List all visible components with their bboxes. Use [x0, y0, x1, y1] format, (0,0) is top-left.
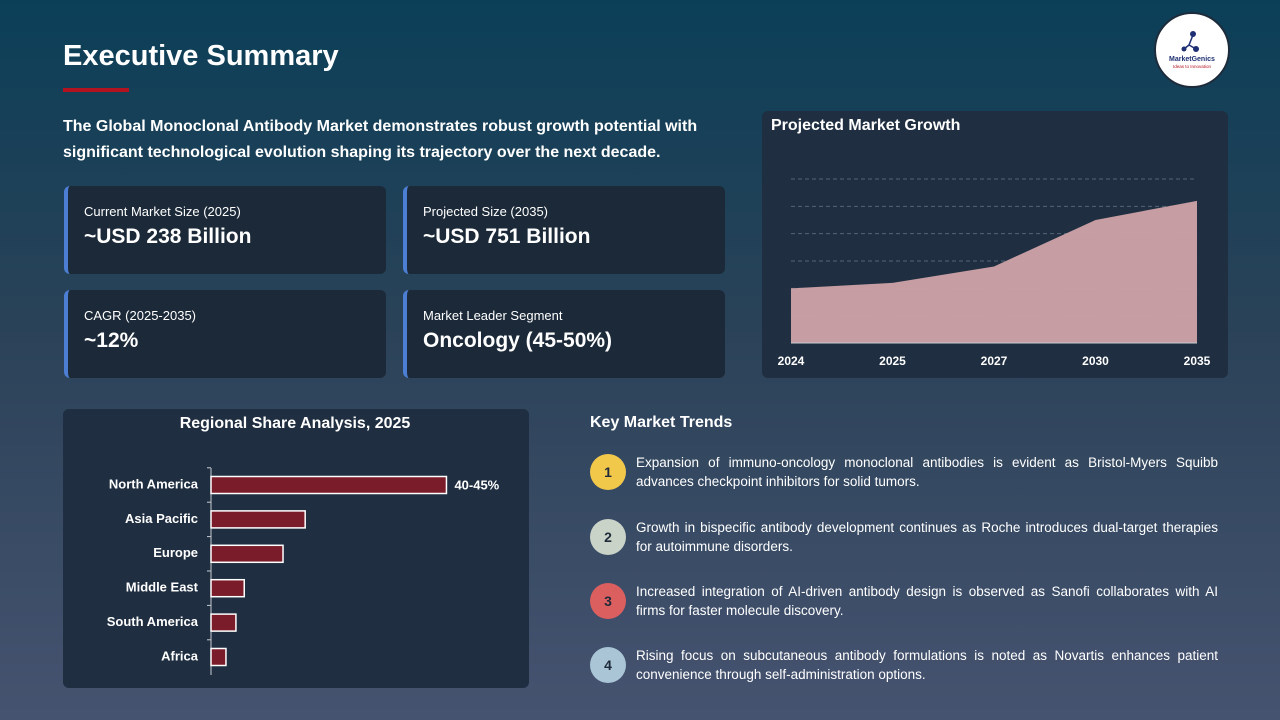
- category-label: Africa: [161, 648, 199, 663]
- x-tick-label: 2027: [981, 354, 1008, 368]
- stat-card: Current Market Size (2025) ~USD 238 Billi…: [64, 186, 386, 274]
- logo-icon: MarketGenics Ideas to Innovation: [1169, 31, 1215, 69]
- trends-title: Key Market Trends: [590, 414, 733, 431]
- logo-name: MarketGenics: [1169, 56, 1215, 63]
- trend-text: Increased integration of AI-driven antib…: [636, 584, 1218, 618]
- stat-card: Market Leader Segment Oncology (45-50%): [403, 290, 725, 378]
- value-label: 40-45%: [454, 477, 499, 492]
- bar: [210, 544, 284, 564]
- trend-item: 3 Increased integration of AI-driven anti…: [590, 582, 1220, 620]
- trend-item: 4 Rising focus on subcutaneous antibody f…: [590, 646, 1220, 684]
- area: [791, 200, 1197, 343]
- trend-number: 2: [590, 519, 626, 555]
- x-tick-label: 2024: [778, 354, 805, 368]
- bar: [210, 647, 227, 667]
- card-value: ~USD 751 Billion: [423, 225, 591, 248]
- bar: [210, 613, 237, 632]
- card-label: Market Leader Segment: [423, 308, 563, 323]
- x-tick-label: 2030: [1082, 354, 1109, 368]
- logo-tagline: Ideas to Innovation: [1173, 64, 1212, 69]
- logo: MarketGenics Ideas to Innovation: [1154, 12, 1230, 88]
- card-value: Oncology (45-50%): [423, 329, 613, 352]
- trend-text: Rising focus on subcutaneous antibody fo…: [636, 648, 1218, 682]
- bar: [210, 578, 245, 598]
- trend-text: Expansion of immuno-oncology monoclonal …: [636, 455, 1218, 489]
- trend-number: 4: [590, 647, 626, 683]
- bar: [210, 510, 306, 529]
- category-label: South America: [107, 614, 199, 629]
- region-panel: [63, 409, 529, 688]
- x-tick-label: 2025: [879, 354, 906, 368]
- card-label: CAGR (2025-2035): [84, 308, 196, 323]
- stat-card: Projected Size (2035) ~USD 751 Billion: [403, 186, 725, 274]
- category-label: Middle East: [126, 580, 199, 595]
- bar: [210, 475, 448, 495]
- title-rule: [63, 88, 129, 92]
- trend-number: 3: [590, 583, 626, 619]
- card-label: Current Market Size (2025): [84, 204, 241, 219]
- category-label: North America: [109, 476, 199, 491]
- chart-title: Regional Share Analysis, 2025: [180, 415, 411, 432]
- card-value: ~12%: [84, 329, 139, 352]
- chart-title: Projected Market Growth: [771, 117, 960, 134]
- category-label: Asia Pacific: [125, 511, 198, 526]
- trend-text: Growth in bispecific antibody developmen…: [636, 520, 1218, 554]
- category-label: Europe: [153, 545, 198, 560]
- stat-card: CAGR (2025-2035) ~12%: [64, 290, 386, 378]
- card-label: Projected Size (2035): [423, 204, 549, 219]
- trend-item: 1 Expansion of immuno-oncology monoclonal…: [590, 453, 1220, 491]
- trend-item: 2 Growth in bispecific antibody developme…: [590, 518, 1220, 556]
- card-value: ~USD 238 Billion: [84, 225, 252, 248]
- x-tick-label: 2035: [1184, 354, 1211, 368]
- page-title: Executive Summary: [63, 40, 339, 72]
- intro-text: The Global Monoclonal Antibody Market de…: [63, 118, 698, 161]
- trend-number: 1: [590, 454, 626, 490]
